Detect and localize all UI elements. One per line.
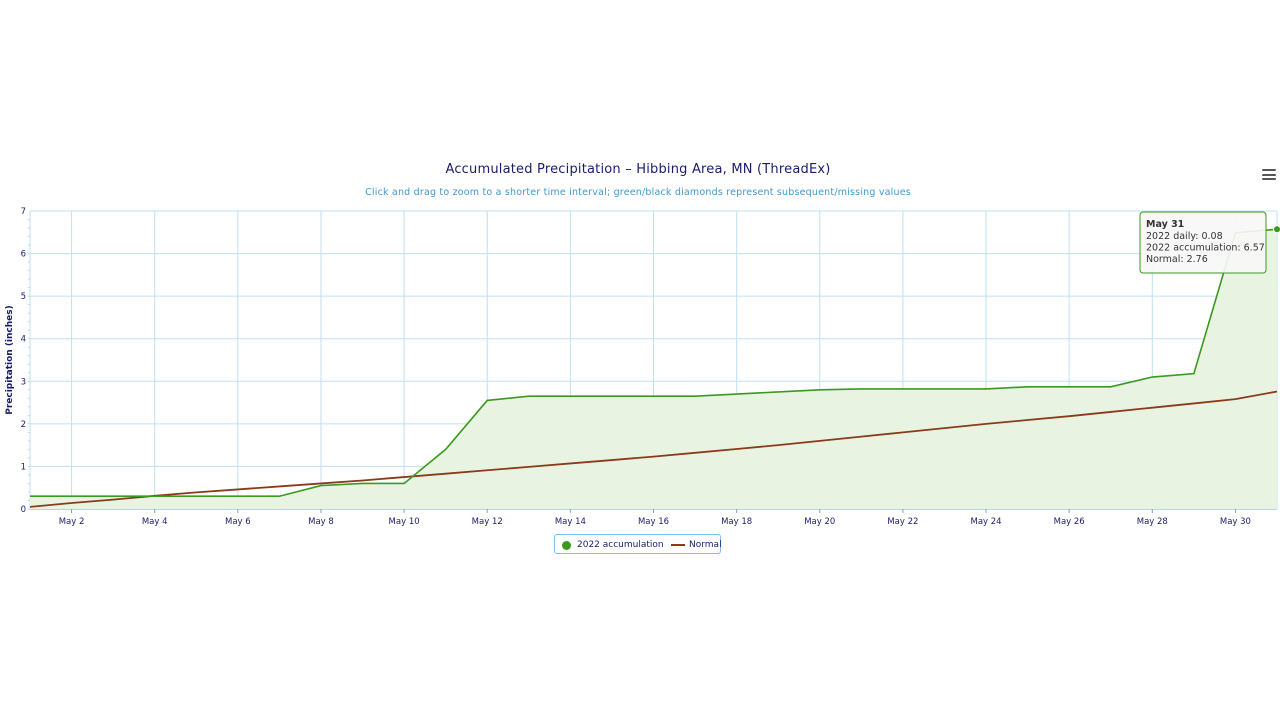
chart-subtitle: Click and drag to zoom to a shorter time…: [365, 187, 911, 198]
legend-marker-brown: [671, 544, 685, 546]
x-tick-label: May 14: [555, 517, 586, 527]
y-tick-label: 3: [21, 377, 26, 387]
x-tick-label: May 22: [887, 517, 918, 527]
tooltip-line: 2022 accumulation: 6.57: [1146, 243, 1265, 254]
y-tick-label: 4: [21, 335, 26, 345]
legend-marker-green: [562, 540, 571, 550]
x-tick-label: May 12: [472, 517, 503, 527]
legend-label: 2022 accumulation: [577, 540, 664, 550]
tooltip-line: Normal: 2.76: [1146, 254, 1208, 265]
hamburger-menu-icon[interactable]: [1262, 169, 1276, 183]
x-tick-label: May 16: [638, 517, 669, 527]
tooltip-title: May 31: [1146, 219, 1184, 230]
y-tick-label: 5: [21, 292, 26, 302]
x-tick-label: May 24: [970, 517, 1001, 527]
accumulation-line[interactable]: [30, 228, 1278, 498]
x-tick-label: May 2: [59, 517, 85, 527]
legend-item-normal[interactable]: Normal: [671, 540, 722, 550]
hover-point-marker[interactable]: [1273, 225, 1280, 234]
legend-item-2022-accumulation[interactable]: 2022 accumulation: [562, 540, 664, 550]
normal-line[interactable]: [29, 390, 1278, 508]
y-tick-label: 7: [21, 207, 26, 217]
y-tick-label: 1: [21, 462, 26, 472]
x-tick-label: May 6: [225, 517, 251, 527]
legend-label: Normal: [689, 540, 722, 550]
tooltip-box: [1139, 211, 1267, 274]
x-tick-label: May 10: [389, 517, 420, 527]
x-tick-label: May 30: [1220, 517, 1251, 527]
chart-legend: 2022 accumulation Normal: [554, 534, 722, 554]
y-tick-label: 0: [21, 505, 26, 515]
tooltip-line: 2022 daily: 0.08: [1146, 231, 1223, 242]
x-tick-label: May 28: [1137, 517, 1168, 527]
x-tick-label: May 18: [721, 517, 752, 527]
x-tick-label: May 26: [1054, 517, 1085, 527]
x-tick-label: May 4: [142, 517, 168, 527]
chart-title: Accumulated Precipitation – Hibbing Area…: [445, 162, 831, 177]
x-tick-label: May 20: [804, 517, 835, 527]
y-tick-label: 2: [21, 420, 26, 430]
accumulation-area: [30, 229, 1277, 509]
y-tick-label: 6: [21, 250, 26, 260]
x-tick-label: May 8: [308, 517, 334, 527]
y-axis-title: Precipitation (inches): [5, 305, 15, 415]
